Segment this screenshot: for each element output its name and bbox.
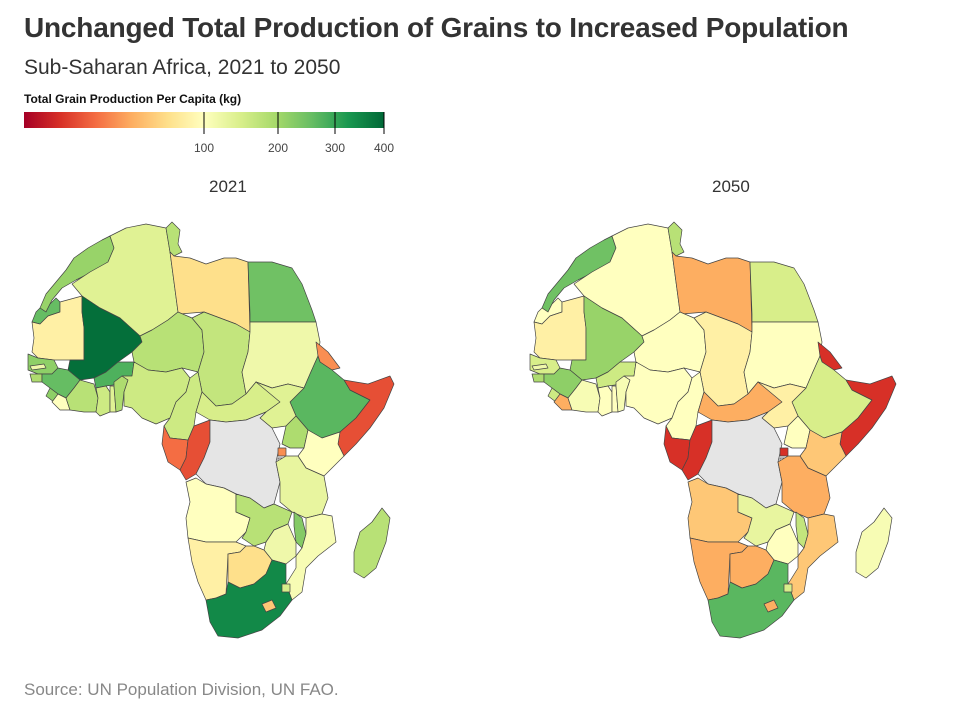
- country-egypt-2021[interactable]: [247, 261, 317, 323]
- country-liberia-2021[interactable]: [51, 393, 71, 411]
- country-lesotho-2021[interactable]: [261, 599, 277, 613]
- country-mozambique-2021[interactable]: [285, 513, 337, 601]
- country-guinea-bissau-2050[interactable]: [531, 373, 545, 383]
- country-morocco-2021[interactable]: [39, 235, 115, 313]
- country-madagascar-2050[interactable]: [855, 507, 893, 579]
- panel-title-2050: 2050: [712, 177, 750, 196]
- legend-tick-label: 100: [194, 141, 214, 155]
- country-rwanda-2050[interactable]: [779, 447, 789, 457]
- legend-title: Total Grain Production Per Capita (kg): [24, 92, 242, 106]
- country-kenya-2050[interactable]: [799, 429, 847, 477]
- country-morocco-2050[interactable]: [541, 235, 617, 313]
- map-2021: [27, 221, 395, 639]
- chart-title: Unchanged Total Production of Grains to …: [24, 12, 849, 43]
- country-south-africa-2050[interactable]: [707, 559, 795, 639]
- country-gambia-2021[interactable]: [29, 363, 47, 371]
- country-south-africa-2021[interactable]: [205, 559, 293, 639]
- country-lesotho-2050[interactable]: [763, 599, 779, 613]
- country-somalia-2050[interactable]: [839, 375, 897, 457]
- legend-tick-label: 200: [268, 141, 288, 155]
- country-gambia-2050[interactable]: [531, 363, 549, 371]
- legend-tick-label: 300: [325, 141, 345, 155]
- country-namibia-2050[interactable]: [689, 537, 749, 601]
- color-legend: 100 200 300 400: [24, 112, 394, 155]
- country-liberia-2050[interactable]: [553, 393, 573, 411]
- country-mozambique-2050[interactable]: [787, 513, 839, 601]
- country-namibia-2021[interactable]: [187, 537, 247, 601]
- country-ghana-2021[interactable]: [95, 385, 111, 417]
- country-madagascar-2021[interactable]: [353, 507, 391, 579]
- country-ghana-2050[interactable]: [597, 385, 613, 417]
- legend-tick-label: 400: [374, 141, 394, 155]
- map-2050: [529, 221, 897, 639]
- country-somalia-2021[interactable]: [337, 375, 395, 457]
- chart-subtitle: Sub-Saharan Africa, 2021 to 2050: [24, 56, 341, 79]
- country-guinea-bissau-2021[interactable]: [29, 373, 43, 383]
- country-eswatini-2021[interactable]: [281, 583, 291, 593]
- country-kenya-2021[interactable]: [297, 429, 345, 477]
- country-eswatini-2050[interactable]: [783, 583, 793, 593]
- source-note: Source: UN Population Division, UN FAO.: [24, 680, 339, 699]
- panel-title-2021: 2021: [209, 177, 247, 196]
- country-rwanda-2021[interactable]: [277, 447, 287, 457]
- country-egypt-2050[interactable]: [749, 261, 819, 323]
